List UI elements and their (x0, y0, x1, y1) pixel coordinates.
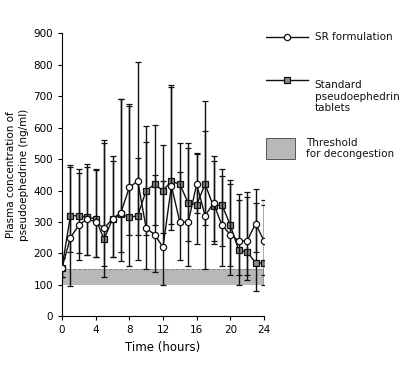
Bar (266, 138, 295, 159)
X-axis label: Time (hours): Time (hours) (125, 341, 201, 354)
Text: Threshold
for decongestion: Threshold for decongestion (306, 138, 394, 159)
Bar (62, 269, 264, 285)
Text: Standard
pseudoephedrine
tablets: Standard pseudoephedrine tablets (315, 80, 400, 114)
Y-axis label: Plasma concentration of
pseudoephedrine (ng/ml): Plasma concentration of pseudoephedrine … (6, 109, 29, 241)
Text: SR formulation: SR formulation (315, 32, 392, 42)
Text: www.medscape.com: www.medscape.com (168, 4, 283, 14)
Text: Medscape®: Medscape® (12, 2, 90, 15)
Text: Source: Curr Med Res Opin © 2003 Librapharm Limited: Source: Curr Med Res Opin © 2003 Libraph… (149, 356, 388, 364)
